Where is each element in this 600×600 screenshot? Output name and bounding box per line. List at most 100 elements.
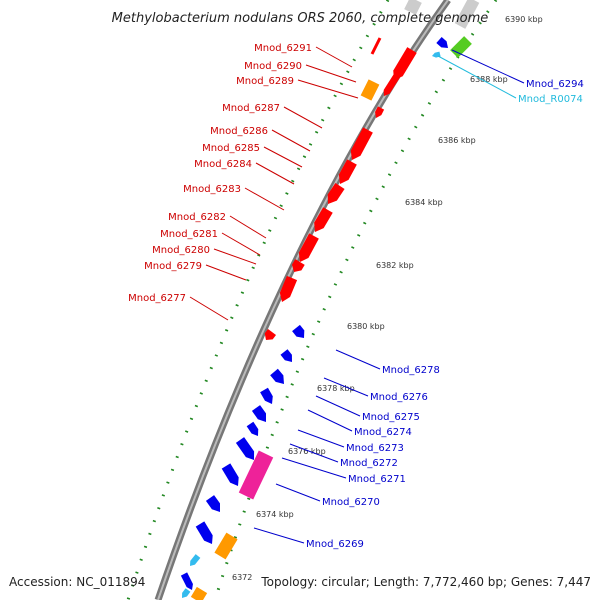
gene-label-mnod_6290[interactable]: Mnod_6290 [244,61,302,72]
gene-feature-26[interactable] [214,532,238,560]
gene-feature-5[interactable] [338,159,357,184]
gene-label-mnod_6272[interactable]: Mnod_6272 [340,458,398,469]
scale-label-5: 6382 kbp [376,261,414,270]
gene-feature-7[interactable] [314,207,333,232]
scale-label-7: 6378 kbp [317,384,355,393]
gene-feature-32[interactable] [454,0,480,29]
gene-label-mnod_r0074[interactable]: Mnod_R0074 [518,94,583,105]
gene-features [180,0,480,600]
gene-feature-19[interactable] [235,437,255,460]
leader-mnod_6274 [307,409,353,432]
leader-mnod_6276 [323,377,369,397]
gene-feature-14[interactable] [280,349,292,362]
gene-feature-29[interactable] [182,588,191,598]
gene-feature-16[interactable] [260,387,273,404]
gene-labels[interactable]: Mnod_6291 Mnod_6290 Mnod_6289 Mnod_6287 Mnod… [128,43,584,550]
leader-mnod_6271 [281,457,347,479]
scale-label-6: 6380 kbp [347,322,385,331]
leader-mnod_6294 [451,49,525,84]
gene-feature-34[interactable] [370,37,382,55]
gene-feature-15[interactable] [270,368,284,384]
gene-feature-12[interactable] [360,79,380,101]
label-leaders [189,46,525,544]
gene-label-mnod_6289[interactable]: Mnod_6289 [236,76,294,87]
gene-feature-33[interactable] [404,0,422,15]
leader-mnod_6282 [229,215,267,239]
gene-label-mnod_6282[interactable]: Mnod_6282 [168,212,226,223]
leader-mnod_6280 [213,248,257,265]
gene-feature-23[interactable] [180,572,193,590]
leader-mnod_6287 [283,106,323,129]
leader-mnod_6283 [244,187,285,211]
leader-mnod_6273 [297,429,345,448]
gene-feature-25[interactable] [238,450,274,500]
scale-label-8: 6376 kbp [288,447,326,456]
gene-feature-4[interactable] [350,127,373,160]
scale-label-4: 6384 kbp [405,198,443,207]
gene-label-mnod_6287[interactable]: Mnod_6287 [222,103,280,114]
gene-label-mnod_6278[interactable]: Mnod_6278 [382,365,440,376]
gene-label-mnod_6294[interactable]: Mnod_6294 [526,79,584,90]
gene-feature-3[interactable] [375,106,385,118]
gene-label-mnod_6274[interactable]: Mnod_6274 [354,427,412,438]
leader-mnod_6279 [205,264,247,281]
gene-feature-22[interactable] [195,521,213,544]
scale-label-10: 6372 [232,573,252,582]
leader-mnod_6291 [315,46,353,68]
genome-backbone [154,0,451,600]
scale-labels: 6390 kbp 6388 kbp 6386 kbp 6384 kbp 6382 kbp… [232,15,543,582]
leader-mnod_6284 [255,162,295,185]
leader-mnod_6286 [271,129,311,152]
gene-feature-10[interactable] [279,275,298,302]
scale-label-1: 6390 kbp [505,15,543,24]
leader-mnod_6269 [253,527,305,544]
gene-feature-21[interactable] [205,495,220,512]
gene-feature-24[interactable] [436,37,448,48]
scale-label-3: 6386 kbp [438,136,476,145]
gene-label-mnod_6269[interactable]: Mnod_6269 [306,539,364,550]
gene-feature-2[interactable] [383,72,401,96]
leader-mnod_6278 [335,349,381,370]
leader-mnod_6285 [263,146,303,168]
gene-feature-20[interactable] [221,463,239,486]
gene-label-mnod_6285[interactable]: Mnod_6285 [202,143,260,154]
gene-label-mnod_6271[interactable]: Mnod_6271 [348,474,406,485]
leader-mnod_6272 [289,443,339,463]
backbone-highlight [157,0,449,600]
gene-feature-31[interactable] [450,36,472,58]
gene-label-mnod_6279[interactable]: Mnod_6279 [144,261,202,272]
leader-mnod_6277 [189,296,229,321]
gene-feature-11[interactable] [264,329,276,340]
genome-title: Methylobacterium nodulans ORS 2060, comp… [112,11,489,26]
gene-label-mnod_6277[interactable]: Mnod_6277 [128,293,186,304]
gene-label-mnod_6283[interactable]: Mnod_6283 [183,184,241,195]
gene-label-mnod_6286[interactable]: Mnod_6286 [210,126,268,137]
gene-feature-1[interactable] [393,47,417,80]
leader-mnod_r0074 [437,55,517,99]
gene-feature-8[interactable] [298,233,319,262]
leader-mnod_6270 [275,483,321,502]
scale-label-2: 6388 kbp [470,75,508,84]
gene-label-mnod_6291[interactable]: Mnod_6291 [254,43,312,54]
gene-feature-9[interactable] [291,259,305,272]
gene-label-mnod_6276[interactable]: Mnod_6276 [370,392,428,403]
gene-label-mnod_6270[interactable]: Mnod_6270 [322,497,380,508]
gene-feature-27[interactable] [190,586,208,600]
gene-feature-13[interactable] [292,324,305,338]
gene-label-mnod_6284[interactable]: Mnod_6284 [194,159,252,170]
scale-label-9: 6374 kbp [256,510,294,519]
accession-text: Accession: NC_011894 [9,575,145,589]
leader-mnod_6290 [305,64,357,83]
leader-mnod_6275 [315,395,361,417]
gene-feature-18[interactable] [246,421,259,436]
gene-label-mnod_6273[interactable]: Mnod_6273 [346,443,404,454]
gene-label-mnod_6275[interactable]: Mnod_6275 [362,412,420,423]
gene-label-mnod_6281[interactable]: Mnod_6281 [160,229,218,240]
gene-feature-6[interactable] [327,182,345,204]
gene-label-mnod_6280[interactable]: Mnod_6280 [152,245,210,256]
gene-feature-17[interactable] [251,405,266,422]
gene-feature-28[interactable] [190,554,201,566]
backbone-arc [154,0,451,600]
leader-mnod_6289 [297,79,359,99]
